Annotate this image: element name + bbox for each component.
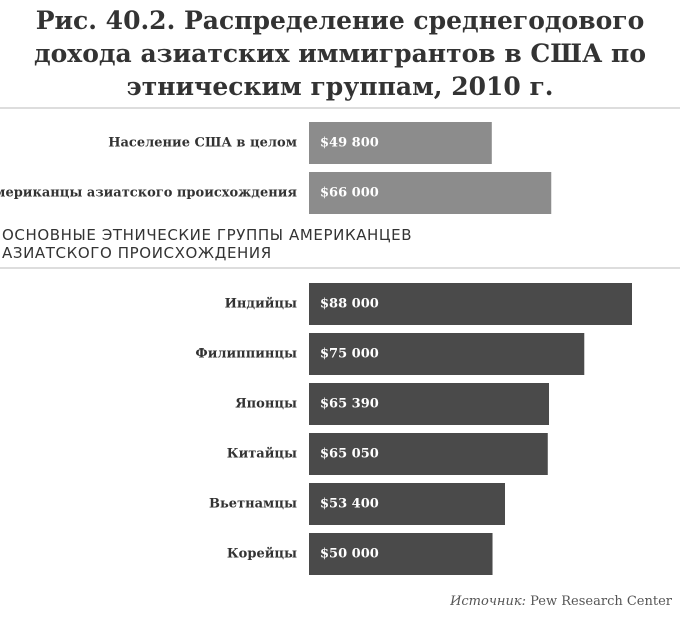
category-label: Филиппинцы xyxy=(195,347,297,362)
source-text: Pew Research Center xyxy=(530,594,673,609)
source-label: Источник: xyxy=(449,594,526,609)
group-heading: ОСНОВНЫЕ ЭТНИЧЕСКИЕ ГРУППЫ АМЕРИКАНЦЕВ А… xyxy=(2,226,413,262)
bar xyxy=(309,383,550,425)
category-label: Население США в целом xyxy=(108,136,297,151)
source: Источник: Pew Research Center xyxy=(449,594,673,609)
category-label: Корейцы xyxy=(227,547,297,562)
value-label: $75 000 xyxy=(320,347,379,362)
value-label: $65 050 xyxy=(320,447,379,462)
bar xyxy=(309,172,552,214)
bar xyxy=(309,533,493,575)
bar xyxy=(309,122,492,164)
value-label: $53 400 xyxy=(320,497,379,512)
chart-title: Рис. 40.2. Распределение среднегодового … xyxy=(33,6,647,101)
value-label: $65 390 xyxy=(320,397,379,412)
value-label: $49 800 xyxy=(320,136,379,151)
value-label: $66 000 xyxy=(320,186,379,201)
category-label: Японцы xyxy=(235,397,297,412)
category-label: Вьетнамцы xyxy=(209,497,297,512)
bar xyxy=(309,433,548,475)
value-label: $50 000 xyxy=(320,547,379,562)
bar xyxy=(309,283,632,325)
bar xyxy=(309,483,506,525)
category-label: Индийцы xyxy=(225,297,297,312)
category-label: Китайцы xyxy=(227,447,297,462)
category-label: Американцы азиатского происхождения xyxy=(0,186,297,201)
bar xyxy=(309,333,585,375)
value-label: $88 000 xyxy=(320,297,379,312)
